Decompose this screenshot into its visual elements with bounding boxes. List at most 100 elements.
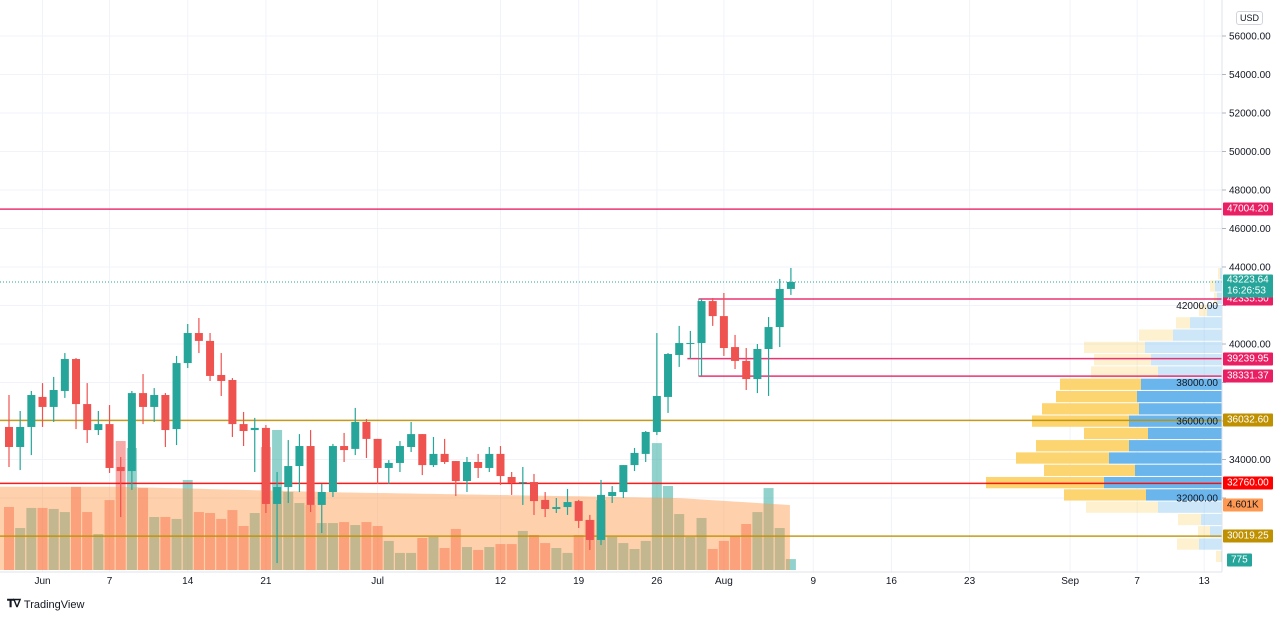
candle-body [664, 354, 673, 397]
time-tick-label: Jun [34, 576, 50, 587]
candle-body [150, 395, 159, 407]
candle-body [239, 424, 248, 432]
time-tick-label: 12 [495, 576, 507, 587]
candle-body [351, 421, 360, 449]
profile-down-volume [1042, 403, 1139, 415]
volume-bar [540, 543, 551, 570]
profile-up-volume [1135, 464, 1222, 476]
candle [574, 499, 583, 529]
candle-body [27, 395, 36, 427]
price-tick-label: 40000.00 [1229, 340, 1271, 351]
volume-bar [528, 535, 539, 570]
profile-up-volume [1158, 501, 1222, 513]
volume-bar [428, 537, 439, 570]
candle-body [172, 363, 181, 430]
candle [60, 353, 69, 398]
volume-bar [752, 512, 763, 570]
candle [451, 461, 460, 497]
volume-bar [59, 512, 70, 570]
volume-bar [82, 512, 93, 570]
candle-body [574, 501, 583, 521]
candle [697, 298, 706, 376]
candle-body [485, 453, 494, 468]
profile-down-volume [1060, 378, 1141, 390]
time-tick-label: Aug [715, 576, 733, 587]
volume-bar [394, 552, 405, 570]
candle-body [194, 333, 203, 341]
candle-body [317, 492, 326, 505]
volume-bar [383, 540, 394, 570]
volume-bar [316, 523, 327, 570]
level-badge-47004: 47004.20 [1223, 202, 1273, 216]
candle-body [764, 327, 773, 350]
candle [362, 419, 371, 458]
price-tick-label: 36000.00 [1176, 417, 1218, 428]
profile-down-volume [1177, 538, 1199, 550]
candle-body [552, 507, 561, 509]
time-tick-label: 7 [107, 576, 113, 587]
profile-up-volume [1158, 366, 1222, 378]
time-tick-label: 19 [573, 576, 585, 587]
candle-body [462, 462, 471, 482]
candle [116, 456, 125, 518]
volume-bar [707, 548, 718, 570]
time-tick-label: 16 [886, 576, 898, 587]
candle-body [328, 446, 337, 493]
candle [619, 465, 628, 498]
time-axis[interactable]: Jun 7 14 21 Jul 12 19 26 Aug 9 16 23 Sep 7 13 [34, 576, 1210, 587]
profile-down-volume [1218, 268, 1220, 280]
volume-bar [406, 552, 417, 570]
volume-bar [339, 522, 350, 570]
candle-body [49, 390, 58, 407]
profile-up-volume [1151, 354, 1222, 366]
candle-body [94, 424, 103, 431]
time-tick-label: 13 [1199, 576, 1211, 587]
currency-label[interactable]: USD [1236, 11, 1264, 25]
candle [373, 438, 382, 484]
candle [429, 436, 438, 468]
profile-down-volume [1084, 427, 1148, 440]
tradingview-logo[interactable]: 𝐓∇ TradingView [7, 598, 84, 611]
candle-body [116, 467, 125, 472]
profile-up-volume [1129, 415, 1222, 427]
candles [5, 267, 795, 564]
volume-bar [607, 537, 618, 570]
candle-body [597, 494, 606, 540]
tradingview-logo-icon: 𝐓∇ [7, 598, 21, 610]
candle [496, 446, 505, 485]
profile-up-volume [1199, 538, 1222, 550]
candle [652, 333, 661, 436]
candle-body [362, 421, 371, 439]
price-tick-label: 44000.00 [1229, 263, 1271, 274]
price-tick-label: 52000.00 [1229, 109, 1271, 120]
volume-bar [4, 506, 14, 570]
price-tick-label: 34000.00 [1229, 455, 1271, 466]
bar-countdown: 16:26:53 [1227, 285, 1266, 297]
candle [407, 421, 416, 452]
volume-bar [227, 510, 238, 570]
volume-bar [730, 536, 741, 570]
price-axis[interactable]: 32000.00 34000.00 36000.00 38000.00 40000.00… [1176, 32, 1271, 505]
candle-body [16, 426, 25, 447]
volume-bar [26, 507, 37, 570]
candle [217, 353, 226, 396]
profile-up-volume [1141, 378, 1222, 390]
volume-bar [283, 492, 294, 570]
profile-down-volume [1139, 329, 1173, 341]
horizontal-levels[interactable] [0, 208, 1222, 537]
profile-down-volume [1086, 501, 1158, 513]
candle-body [630, 452, 639, 466]
candle [731, 334, 740, 370]
candle-body [529, 482, 538, 502]
candle-body [496, 453, 505, 477]
candle [786, 267, 795, 295]
volume-bar [461, 547, 472, 570]
profile-down-volume [1016, 452, 1109, 464]
candle-body [217, 374, 226, 381]
candle [775, 278, 784, 348]
candle-body [273, 487, 282, 504]
profile-up-volume [1145, 341, 1222, 354]
profile-up-volume [1220, 268, 1222, 280]
candle-body [340, 446, 349, 451]
